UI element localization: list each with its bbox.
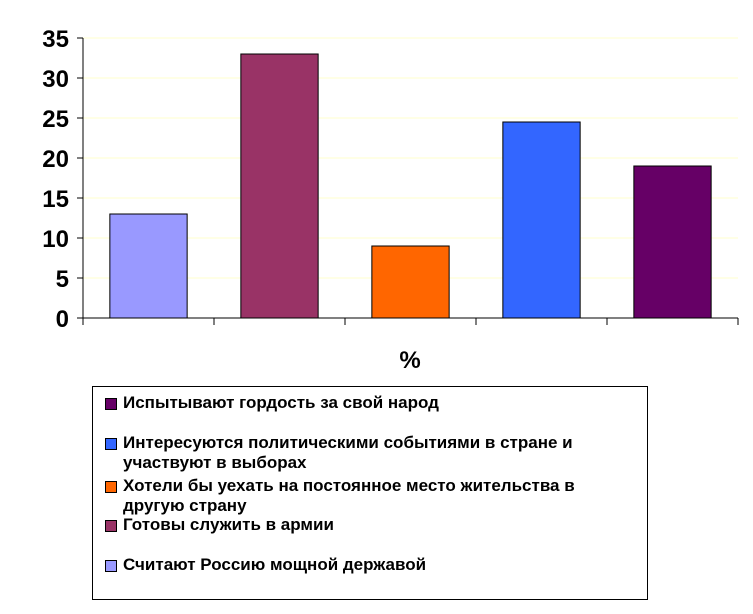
- legend-item: Хотели бы уехать на постоянное место жит…: [105, 476, 635, 516]
- legend-swatch: [105, 560, 117, 572]
- legend-swatch: [105, 520, 117, 532]
- y-tick-label: 35: [42, 26, 69, 53]
- y-tick-labels: 0 5 10 15 20 25 30 35: [42, 26, 69, 333]
- axes: [77, 37, 739, 325]
- legend-swatch: [105, 398, 117, 410]
- y-tick-label: 30: [42, 66, 69, 93]
- bar-5: [633, 165, 712, 319]
- bar-4: [502, 121, 581, 319]
- x-axis-label: %: [399, 347, 420, 374]
- bar-2: [240, 53, 319, 319]
- legend-label: Считают Россию мощной державой: [123, 555, 427, 574]
- legend-label: Хотели бы уехать на постоянное место жит…: [123, 476, 575, 515]
- y-tick-label: 15: [42, 186, 69, 213]
- y-tick-label: 5: [56, 266, 69, 293]
- legend-label: Интересуются политическими событиями в с…: [123, 433, 573, 472]
- legend-item: Интересуются политическими событиями в с…: [105, 433, 635, 473]
- gridlines: [83, 37, 738, 279]
- legend-item: Считают Россию мощной державой: [105, 555, 635, 575]
- bars: [109, 53, 712, 319]
- legend-label: Готовы служить в армии: [123, 515, 334, 534]
- legend-swatch: [105, 438, 117, 450]
- y-tick-label: 25: [42, 106, 69, 133]
- bar-1: [109, 213, 188, 319]
- legend-item: Готовы служить в армии: [105, 515, 635, 535]
- bar-3: [371, 245, 450, 319]
- y-tick-label: 20: [42, 146, 69, 173]
- y-tick-label: 10: [42, 226, 69, 253]
- legend-swatch: [105, 481, 117, 493]
- legend: Испытывают гордость за свой народ Интерес…: [92, 386, 648, 600]
- legend-label: Испытывают гордость за свой народ: [123, 393, 439, 412]
- y-tick-label: 0: [56, 306, 69, 333]
- legend-item: Испытывают гордость за свой народ: [105, 393, 635, 413]
- bar-chart: 0 5 10 15 20 25 30 35 %: [42, 26, 739, 374]
